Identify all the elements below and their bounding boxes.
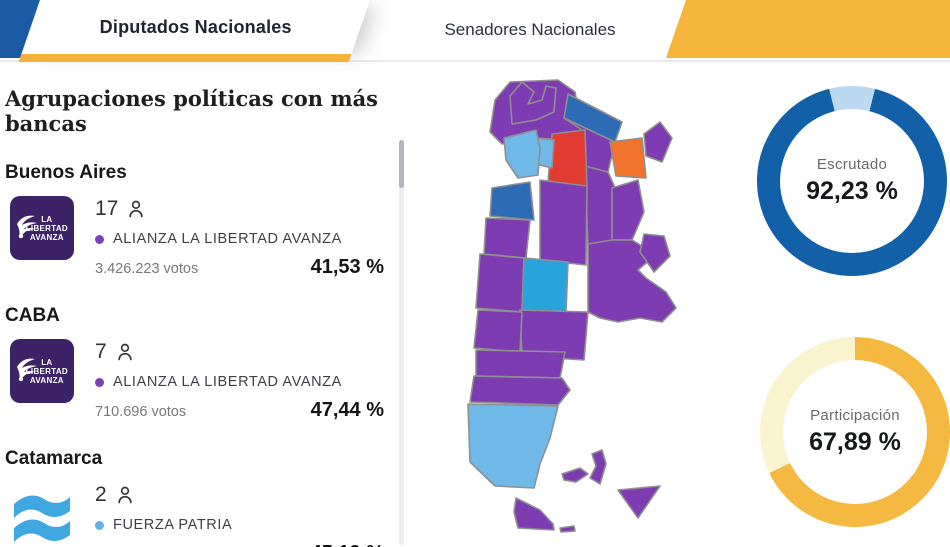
- party-name: ALIANZA LA LIBERTAD AVANZA: [113, 374, 342, 390]
- map-region[interactable]: [559, 525, 576, 533]
- person-icon: [129, 200, 144, 218]
- map-region[interactable]: [521, 257, 569, 313]
- party-color-dot: [95, 234, 104, 244]
- la-libertad-avanza-logo: LA LIBERTAD AVANZA: [10, 339, 74, 403]
- map-region[interactable]: [611, 179, 645, 241]
- seat-count: 17: [95, 197, 119, 220]
- map-region[interactable]: [539, 179, 588, 266]
- party-name: FUERZA PATRIA: [113, 517, 233, 533]
- flag-waves-icon: [14, 495, 70, 542]
- seat-count: 7: [95, 340, 107, 363]
- la-libertad-avanza-logo: LA LIBERTAD AVANZA: [10, 196, 74, 260]
- party-name: ALIANZA LA LIBERTAD AVANZA: [113, 231, 342, 247]
- seat-count: 2: [95, 483, 107, 506]
- vote-percent: 47,44 %: [310, 399, 384, 421]
- panel-scrollbar[interactable]: [399, 140, 404, 545]
- escrutado-donut: Escrutado 92,23 %: [757, 86, 947, 276]
- eagle-icon: [17, 358, 37, 382]
- vote-percent: 45,19 %: [311, 542, 384, 547]
- tab-diputados-nacionales[interactable]: Diputados Nacionales: [18, 0, 371, 62]
- tab-senadores-nacionales[interactable]: Senadores Nacionales: [390, 0, 670, 60]
- map-region[interactable]: [483, 217, 531, 259]
- map-regions: [467, 79, 677, 533]
- gauge-label: Participación: [810, 407, 900, 424]
- map-region[interactable]: [643, 121, 673, 163]
- panel-title: Agrupaciones políticas con más bancas: [5, 86, 379, 136]
- map-region[interactable]: [547, 129, 588, 189]
- map-region[interactable]: [509, 81, 557, 125]
- map-region[interactable]: [561, 467, 589, 483]
- list-item[interactable]: LA LIBERTAD AVANZA 7 ALIANZA LA LIBERTAD …: [10, 339, 412, 422]
- fuerza-patria-logo: [10, 482, 74, 546]
- votes-count: 710.696 votos: [95, 404, 187, 420]
- map-region[interactable]: [513, 497, 555, 531]
- active-tab-underline: [18, 54, 352, 62]
- district-heading-buenos-aires: Buenos Aires: [5, 162, 127, 183]
- vote-percent: 41,53 %: [310, 256, 384, 278]
- map-region[interactable]: [503, 129, 541, 179]
- map-region[interactable]: [609, 137, 647, 179]
- map-region[interactable]: [469, 375, 571, 406]
- argentina-results-map: [467, 79, 677, 533]
- participacion-donut: Participación 67,89 %: [760, 337, 950, 527]
- eagle-icon: [17, 215, 37, 239]
- person-icon: [118, 486, 132, 504]
- map-region[interactable]: [587, 239, 677, 323]
- list-item[interactable]: 2 FUERZA PATRIA 54.019 votos 45,19 %: [10, 482, 412, 547]
- gauge-value: 92,23 %: [806, 177, 898, 205]
- party-color-dot: [95, 377, 104, 387]
- tab-bar: Diputados Nacionales Senadores Nacionale…: [0, 0, 950, 62]
- person-icon: [118, 343, 132, 361]
- results-panel: Agrupaciones políticas con más bancas Bu…: [0, 62, 412, 547]
- gauge-label: Escrutado: [816, 156, 888, 173]
- tab-diputados-label: Diputados Nacionales: [99, 16, 292, 37]
- district-heading-caba: CABA: [5, 305, 60, 326]
- votes-count: 3.426.223 votos: [95, 261, 199, 277]
- map-region[interactable]: [475, 253, 525, 313]
- map-region[interactable]: [467, 403, 559, 489]
- map-region[interactable]: [489, 181, 535, 221]
- list-item[interactable]: LA LIBERTAD AVANZA 17 ALIANZA LA LIBERTAD…: [10, 196, 412, 279]
- map-region[interactable]: [475, 349, 566, 379]
- district-heading-catamarca: Catamarca: [5, 448, 103, 469]
- gauge-value: 67,89 %: [809, 428, 901, 456]
- party-color-dot: [95, 520, 104, 530]
- map-region[interactable]: [589, 449, 607, 485]
- tab-senadores-label: Senadores Nacionales: [444, 20, 616, 39]
- map-region[interactable]: [617, 485, 661, 519]
- scrollbar-thumb[interactable]: [399, 140, 404, 188]
- map-region[interactable]: [473, 309, 523, 353]
- map-region[interactable]: [639, 233, 671, 273]
- yellow-ribbon-right: [666, 0, 950, 58]
